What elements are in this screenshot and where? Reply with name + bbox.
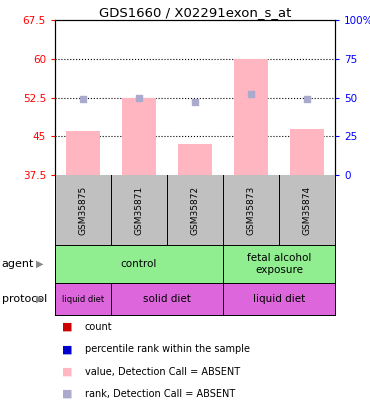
Bar (122, 98, 156, 175)
Text: ■: ■ (63, 344, 73, 354)
Bar (223, 245, 335, 283)
Bar (178, 144, 212, 175)
Text: GSM35875: GSM35875 (78, 185, 87, 234)
Text: GSM35871: GSM35871 (135, 185, 144, 234)
Text: control: control (121, 259, 157, 269)
Point (80, 96, 86, 102)
Bar (234, 59, 268, 175)
Point (136, 94, 142, 101)
Point (192, 99, 198, 105)
Text: agent: agent (2, 259, 34, 269)
Text: value, Detection Call = ABSENT: value, Detection Call = ABSENT (85, 367, 240, 377)
Text: GSM35872: GSM35872 (191, 185, 199, 234)
Text: ■: ■ (63, 367, 73, 377)
Text: ■: ■ (63, 322, 73, 332)
Text: ▶: ▶ (37, 259, 44, 269)
Text: liquid diet: liquid diet (62, 294, 104, 303)
Bar (111, 283, 223, 315)
Text: ▶: ▶ (37, 294, 44, 304)
Text: liquid diet: liquid diet (253, 294, 305, 304)
Text: ■: ■ (63, 389, 73, 399)
Bar (290, 128, 324, 175)
Point (304, 96, 310, 102)
Bar (66, 131, 100, 175)
Text: rank, Detection Call = ABSENT: rank, Detection Call = ABSENT (85, 389, 235, 399)
Text: fetal alcohol
exposure: fetal alcohol exposure (247, 253, 311, 275)
Bar (55, 245, 223, 283)
Point (248, 91, 254, 98)
Text: count: count (85, 322, 112, 332)
Text: GSM35873: GSM35873 (246, 185, 256, 234)
Text: GSM35874: GSM35874 (303, 185, 312, 234)
Bar (55, 283, 111, 315)
Bar (223, 283, 335, 315)
Text: protocol: protocol (2, 294, 47, 304)
Text: percentile rank within the sample: percentile rank within the sample (85, 344, 250, 354)
Title: GDS1660 / X02291exon_s_at: GDS1660 / X02291exon_s_at (99, 6, 291, 19)
Text: solid diet: solid diet (143, 294, 191, 304)
